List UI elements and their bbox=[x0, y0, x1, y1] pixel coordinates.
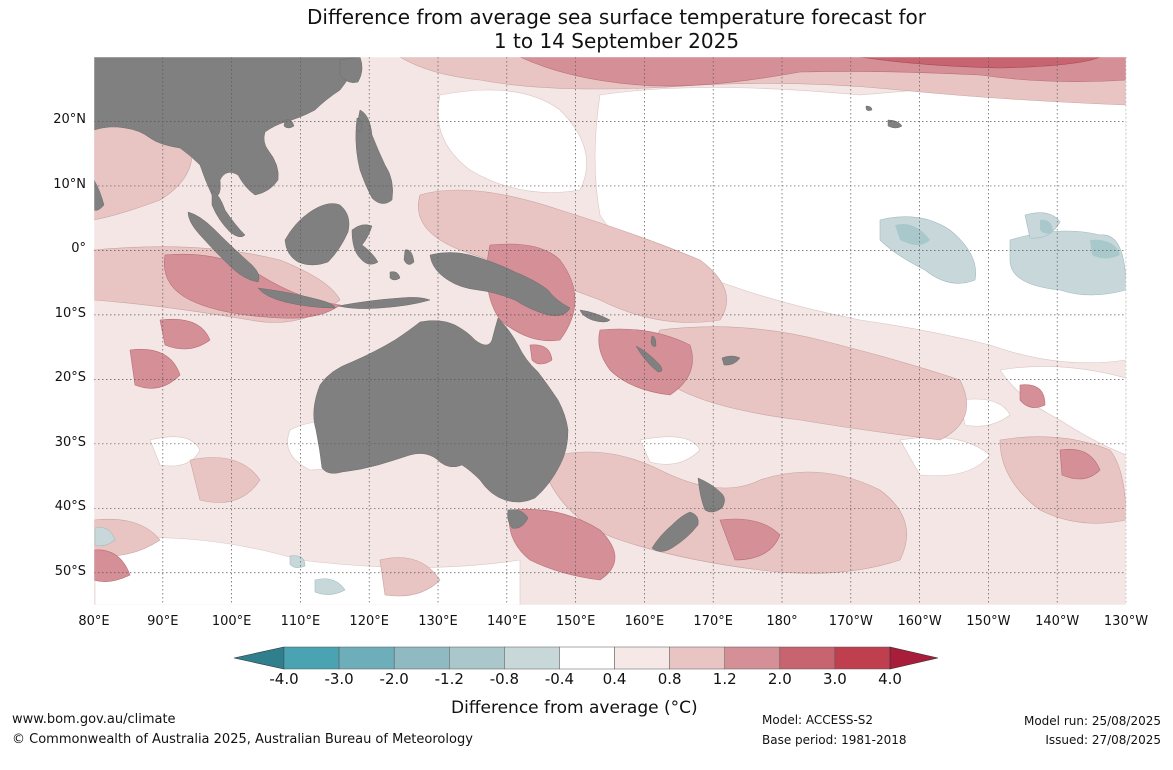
map-frame bbox=[93, 56, 1127, 606]
land bbox=[94, 57, 903, 552]
model-text: Model: ACCESS-S2 bbox=[762, 713, 874, 727]
longitude-label: 150°W bbox=[966, 614, 1011, 629]
colorbar-tick-label: -2.0 bbox=[379, 670, 409, 688]
colorbar-tick-label: -4.0 bbox=[269, 670, 299, 688]
longitude-label: 120°E bbox=[349, 614, 389, 629]
colorbar-tick-label: 3.0 bbox=[822, 670, 847, 688]
latitude-label: 10°N bbox=[53, 176, 86, 192]
colorbar-tick-label: -1.2 bbox=[434, 670, 464, 688]
map-title: Difference from average sea surface temp… bbox=[0, 5, 1173, 53]
longitude-label: 180° bbox=[766, 614, 798, 629]
colorbar-bin bbox=[614, 646, 670, 670]
website-link[interactable]: www.bom.gov.au/climate bbox=[12, 712, 176, 727]
colorbar-bin bbox=[559, 646, 615, 670]
colorbar-tick-label: 0.8 bbox=[657, 670, 682, 688]
latitude-label: 50°S bbox=[54, 563, 86, 579]
colorbar-tick-label: -0.4 bbox=[544, 670, 575, 688]
colorbar-bin bbox=[504, 646, 560, 670]
colorbar-tick-label: -0.8 bbox=[489, 670, 519, 688]
longitude-label: 80°E bbox=[78, 614, 110, 629]
colorbar-tick-label: 4.0 bbox=[878, 670, 902, 688]
longitude-label: 130°W bbox=[1103, 614, 1149, 629]
longitude-label: 170°E bbox=[693, 614, 733, 629]
colorbar-bin bbox=[779, 646, 836, 670]
copyright-text: © Commonwealth of Australia 2025, Austra… bbox=[12, 732, 473, 747]
longitude-label: 140°W bbox=[1035, 614, 1080, 629]
longitude-label: 100°E bbox=[211, 614, 252, 629]
issued-text: Issued: 27/08/2025 bbox=[1045, 733, 1161, 747]
colorbar-bin bbox=[669, 646, 725, 670]
colorbar-bin bbox=[449, 646, 505, 670]
latitude-label: 40°S bbox=[54, 499, 86, 515]
longitude-label: 160°E bbox=[624, 614, 665, 629]
latitude-label: 30°S bbox=[54, 434, 86, 450]
longitude-label: 170°W bbox=[828, 614, 873, 629]
colorbar-bin bbox=[338, 646, 395, 670]
colorbar-bin bbox=[283, 646, 340, 670]
colorbar-tick-label: 0.4 bbox=[602, 670, 627, 688]
colorbar-extend-low bbox=[233, 646, 285, 670]
base-period-text: Base period: 1981-2018 bbox=[762, 733, 907, 747]
map-gridlines bbox=[94, 57, 1127, 605]
title-line-1: Difference from average sea surface temp… bbox=[306, 5, 926, 29]
colorbar-label: Difference from average (°C) bbox=[451, 698, 698, 718]
latitude-label: 0° bbox=[71, 241, 86, 257]
longitude-label: 90°E bbox=[147, 614, 179, 629]
colorbar-tick-label: -3.0 bbox=[324, 670, 354, 688]
colorbar-extend-high bbox=[889, 646, 939, 670]
colorbar-tick-label: 2.0 bbox=[767, 670, 792, 688]
colorbar bbox=[233, 646, 939, 670]
longitude-label: 140°E bbox=[487, 614, 527, 629]
longitude-label: 110°E bbox=[280, 614, 321, 629]
latitude-label: 20°N bbox=[53, 112, 86, 128]
colorbar-bin bbox=[724, 646, 781, 670]
latitude-label: 20°S bbox=[54, 370, 86, 386]
model-run-text: Model run: 25/08/2025 bbox=[1023, 714, 1161, 728]
longitude-label: 160°W bbox=[897, 614, 942, 629]
longitude-label: 130°E bbox=[418, 614, 458, 629]
colorbar-tick-label: 1.2 bbox=[712, 670, 737, 688]
longitude-label: 150°E bbox=[555, 614, 596, 629]
cool-deeper-areas bbox=[895, 219, 1120, 259]
colorbar-bin bbox=[393, 646, 450, 670]
warm-2-0-areas bbox=[859, 57, 1101, 69]
latitude-label: 10°S bbox=[54, 305, 86, 321]
title-line-2: 1 to 14 September 2025 bbox=[493, 29, 740, 53]
colorbar-bin bbox=[834, 646, 891, 670]
